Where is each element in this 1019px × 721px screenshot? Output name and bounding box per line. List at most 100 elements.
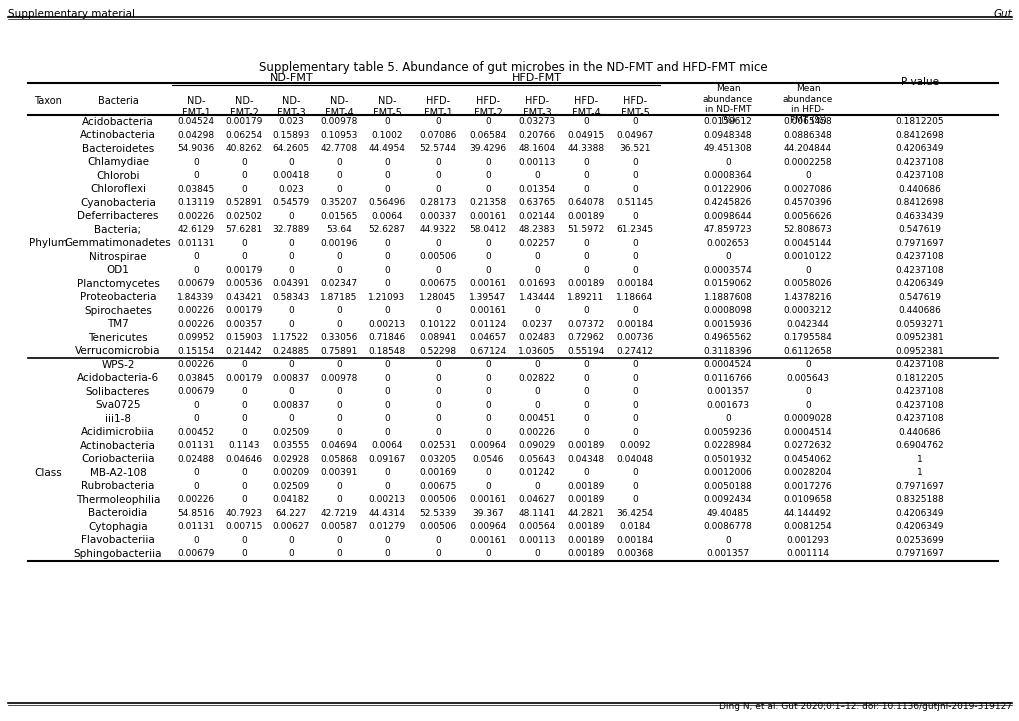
Text: 0: 0 <box>534 401 539 410</box>
Text: 0.0501932: 0.0501932 <box>703 455 752 464</box>
Text: 0.00209: 0.00209 <box>272 468 310 477</box>
Text: 0: 0 <box>485 172 490 180</box>
Text: 0: 0 <box>435 373 440 383</box>
Text: 1.1887608: 1.1887608 <box>703 293 752 302</box>
Text: 0: 0 <box>287 360 293 369</box>
Text: 0: 0 <box>534 252 539 261</box>
Text: 0.001673: 0.001673 <box>706 401 749 410</box>
Text: 0: 0 <box>240 495 247 504</box>
Text: 0.02502: 0.02502 <box>225 212 262 221</box>
Text: 0: 0 <box>287 536 293 545</box>
Text: 0: 0 <box>193 415 199 423</box>
Text: 0: 0 <box>336 415 341 423</box>
Text: 0: 0 <box>534 387 539 397</box>
Text: 0.00179: 0.00179 <box>225 306 263 315</box>
Text: Chlamydiae: Chlamydiae <box>87 157 149 167</box>
Text: 0.4206349: 0.4206349 <box>895 279 944 288</box>
Text: 0.0454062: 0.0454062 <box>783 455 832 464</box>
Text: 0.01565: 0.01565 <box>320 212 358 221</box>
Text: 0: 0 <box>804 360 810 369</box>
Text: 0.0015936: 0.0015936 <box>703 319 752 329</box>
Text: 0: 0 <box>336 401 341 410</box>
Text: 0.21442: 0.21442 <box>225 347 262 355</box>
Text: 0.0050188: 0.0050188 <box>703 482 752 491</box>
Text: ND-
FMT-5: ND- FMT-5 <box>372 96 401 118</box>
Text: 0: 0 <box>435 266 440 275</box>
Text: 0: 0 <box>435 172 440 180</box>
Text: 0: 0 <box>193 266 199 275</box>
Text: ND-
FMT-4: ND- FMT-4 <box>324 96 353 118</box>
Text: 0: 0 <box>384 360 389 369</box>
Text: 0.4245826: 0.4245826 <box>703 198 751 207</box>
Text: 0: 0 <box>485 239 490 248</box>
Text: 0.00391: 0.00391 <box>320 468 358 477</box>
Text: 0: 0 <box>534 549 539 558</box>
Text: 54.8516: 54.8516 <box>177 509 214 518</box>
Text: 0: 0 <box>534 482 539 491</box>
Text: 0: 0 <box>725 415 731 423</box>
Text: 0.023: 0.023 <box>278 185 304 194</box>
Text: 0: 0 <box>583 266 588 275</box>
Text: 0.00226: 0.00226 <box>177 360 214 369</box>
Text: 0.18548: 0.18548 <box>368 347 406 355</box>
Text: 40.7923: 40.7923 <box>225 509 262 518</box>
Text: Planctomycetes: Planctomycetes <box>76 279 159 288</box>
Text: 0.20766: 0.20766 <box>518 131 555 140</box>
Text: 0: 0 <box>336 306 341 315</box>
Text: 0.0228984: 0.0228984 <box>703 441 752 450</box>
Text: 0: 0 <box>336 495 341 504</box>
Text: 0.07086: 0.07086 <box>419 131 457 140</box>
Text: 0.02531: 0.02531 <box>419 441 457 450</box>
Text: ND-FMT: ND-FMT <box>270 73 314 83</box>
Text: 64.227: 64.227 <box>275 509 307 518</box>
Text: 0: 0 <box>240 252 247 261</box>
Text: 0: 0 <box>725 252 731 261</box>
Text: 0.6112658: 0.6112658 <box>783 347 832 355</box>
Text: 1.4378216: 1.4378216 <box>783 293 832 302</box>
Text: 0.05643: 0.05643 <box>518 455 555 464</box>
Text: 1: 1 <box>916 455 922 464</box>
Text: 0.00418: 0.00418 <box>272 172 310 180</box>
Text: 44.144492: 44.144492 <box>784 509 832 518</box>
Text: 0.0098644: 0.0098644 <box>703 212 752 221</box>
Text: 0: 0 <box>632 306 637 315</box>
Text: 0.00226: 0.00226 <box>177 319 214 329</box>
Text: 0.04694: 0.04694 <box>320 441 358 450</box>
Text: 0: 0 <box>804 401 810 410</box>
Text: 0: 0 <box>485 360 490 369</box>
Text: 0: 0 <box>804 387 810 397</box>
Text: 0: 0 <box>485 252 490 261</box>
Text: 0: 0 <box>384 373 389 383</box>
Text: 1.28045: 1.28045 <box>419 293 457 302</box>
Text: 0: 0 <box>384 536 389 545</box>
Text: 44.4314: 44.4314 <box>368 509 405 518</box>
Text: 0.002653: 0.002653 <box>706 239 749 248</box>
Text: 0.0237: 0.0237 <box>521 319 552 329</box>
Text: 0.0948348: 0.0948348 <box>703 131 752 140</box>
Text: 0.15154: 0.15154 <box>177 347 214 355</box>
Text: HFD-
FMT-3: HFD- FMT-3 <box>522 96 551 118</box>
Text: 0.02347: 0.02347 <box>320 279 358 288</box>
Text: 0: 0 <box>336 172 341 180</box>
Text: 0: 0 <box>384 172 389 180</box>
Text: 0.00184: 0.00184 <box>615 279 653 288</box>
Text: 0.023: 0.023 <box>278 118 304 126</box>
Text: 0.4206349: 0.4206349 <box>895 509 944 518</box>
Text: 0.00179: 0.00179 <box>225 118 263 126</box>
Text: 32.7889: 32.7889 <box>272 225 310 234</box>
Text: 0.28173: 0.28173 <box>419 198 457 207</box>
Text: 0.440686: 0.440686 <box>898 185 941 194</box>
Text: 0.7971697: 0.7971697 <box>895 239 944 248</box>
Text: 0.1795584: 0.1795584 <box>783 333 832 342</box>
Text: 0.51145: 0.51145 <box>615 198 653 207</box>
Text: 0: 0 <box>632 239 637 248</box>
Text: 0.01693: 0.01693 <box>518 279 555 288</box>
Text: TM7: TM7 <box>107 319 128 329</box>
Text: Gut: Gut <box>993 9 1011 19</box>
Text: 0.8412698: 0.8412698 <box>895 198 944 207</box>
Text: 0: 0 <box>384 252 389 261</box>
Text: 0.3118396: 0.3118396 <box>703 347 752 355</box>
Text: 0.00189: 0.00189 <box>567 536 604 545</box>
Text: 0: 0 <box>435 401 440 410</box>
Text: Sva0725: Sva0725 <box>95 400 141 410</box>
